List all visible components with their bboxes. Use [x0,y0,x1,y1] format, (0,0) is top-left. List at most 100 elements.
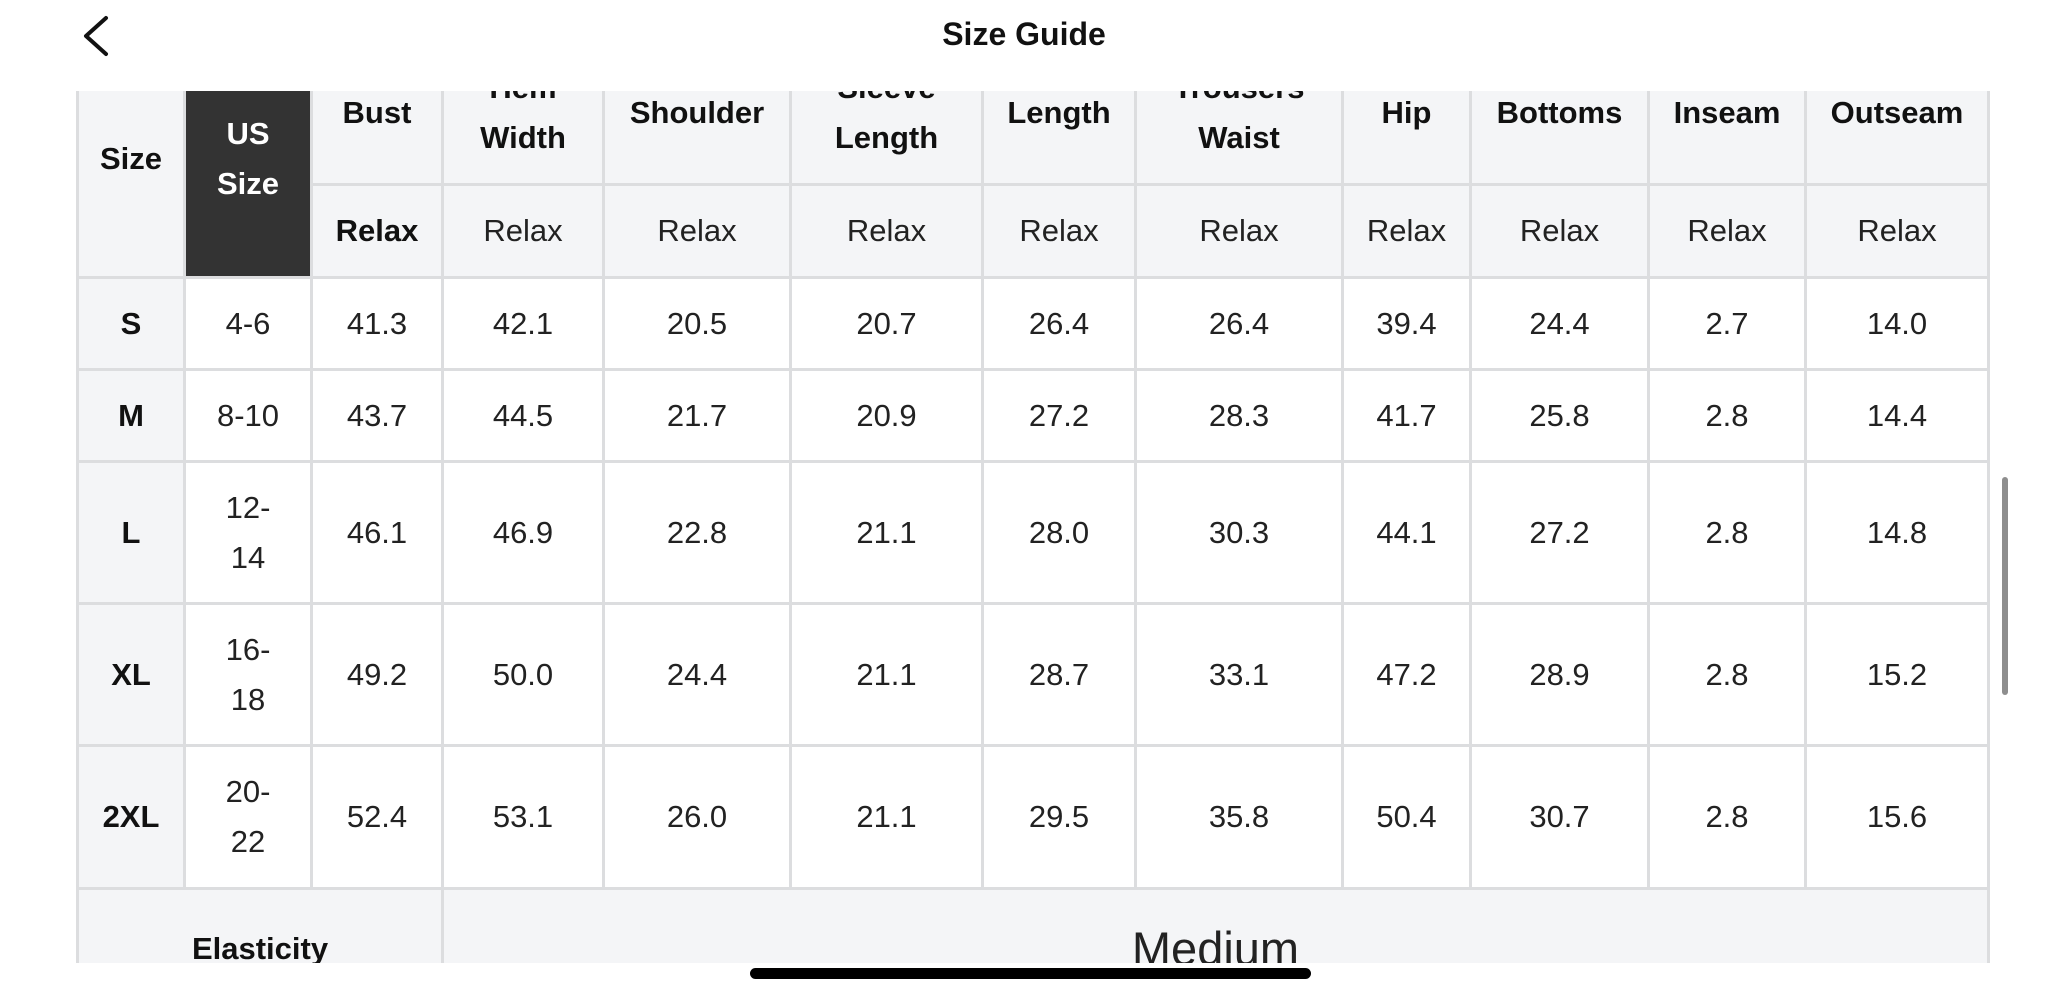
measurement: 41.7 [1341,368,1472,463]
column-header: Size [76,91,186,279]
measurement: 21.1 [789,602,984,747]
measurement: 2.7 [1647,276,1807,371]
us-size-cell: 8-10 [183,368,313,463]
home-indicator [750,968,1311,979]
column-header: Outseam [1804,91,1990,186]
measurement: 14.4 [1804,368,1990,463]
size-row: 2XL 20-22 52.4 53.1 26.0 21.1 29.5 35.8 50.4 30.7… [76,744,1990,890]
measurement: 53.1 [441,744,605,890]
fit-label: Relax [1647,183,1807,279]
measurement: 49.2 [310,602,444,747]
elasticity-label: Elasticity [76,887,444,963]
measurement: 30.3 [1134,460,1344,605]
measurement: 21.7 [602,368,792,463]
column-header: Length [981,91,1137,186]
measurement: 46.9 [441,460,605,605]
us-size-text: 20-22 [225,774,271,859]
size-row: XL 16-18 49.2 50.0 24.4 21.1 28.7 33.1 47.2 28.9 2… [76,602,1990,747]
back-button[interactable] [78,14,114,58]
scrollbar [2002,477,2008,695]
size-row: M 8-10 43.7 44.5 21.7 20.9 27.2 28.3 41.7 25.8 2.8… [76,368,1990,463]
size-label: M [76,368,186,463]
size-label: XL [76,602,186,747]
column-header: Bottoms [1469,91,1650,186]
measurement: 20.5 [602,276,792,371]
measurement: 20.7 [789,276,984,371]
measurement: 14.0 [1804,276,1990,371]
us-size-text: 8-10 [216,397,280,433]
size-row: S 4-6 41.3 42.1 20.5 20.7 26.4 26.4 39.4 24.4 2.7 1… [76,276,1990,371]
measurement: 27.2 [1469,460,1650,605]
us-size-cell: 16-18 [183,602,313,747]
size-label: L [76,460,186,605]
measurement: 52.4 [310,744,444,890]
column-header: Hip [1341,91,1472,186]
measurement: 20.9 [789,368,984,463]
measurement: 43.7 [310,368,444,463]
measurement: 50.0 [441,602,605,747]
measurement: 29.5 [981,744,1137,890]
measurement: 28.9 [1469,602,1650,747]
measurement: 28.7 [981,602,1137,747]
column-header: Sleeve Length [789,91,984,186]
measurement: 27.2 [981,368,1137,463]
fit-label: Relax [1341,183,1472,279]
column-header: Hem Width [441,91,605,186]
elasticity-value: Medium [441,887,1990,963]
size-label: S [76,276,186,371]
size-label: 2XL [76,744,186,890]
measurement: 2.8 [1647,744,1807,890]
measurement: 24.4 [602,602,792,747]
measurement: 28.3 [1134,368,1344,463]
fit-label: Relax [1134,183,1344,279]
column-header: US Size [183,91,313,279]
measurement: 24.4 [1469,276,1650,371]
measurement: 33.1 [1134,602,1344,747]
measurement: 15.6 [1804,744,1990,890]
measurement: 25.8 [1469,368,1650,463]
measurement: 28.0 [981,460,1137,605]
measurement: 44.5 [441,368,605,463]
fit-label: Relax [1804,183,1990,279]
measurement: 21.1 [789,460,984,605]
fit-label: Relax [310,183,444,279]
us-size-text: 4-6 [225,305,271,341]
measurement: 14.8 [1804,460,1990,605]
measurement: 21.1 [789,744,984,890]
measurement: 26.4 [981,276,1137,371]
measurement: 2.8 [1647,602,1807,747]
measurement: 39.4 [1341,276,1472,371]
us-size-cell: 12-14 [183,460,313,605]
measurement: 42.1 [441,276,605,371]
measurement: 26.0 [602,744,792,890]
measurement: 41.3 [310,276,444,371]
measurement: 46.1 [310,460,444,605]
size-row: L 12-14 46.1 46.9 22.8 21.1 28.0 30.3 44.1 27.2 2.… [76,460,1990,605]
measurement: 35.8 [1134,744,1344,890]
us-size-cell: 4-6 [183,276,313,371]
fit-label: Relax [602,183,792,279]
measurement: 50.4 [1341,744,1472,890]
measurement: 26.4 [1134,276,1344,371]
measurement: 2.8 [1647,460,1807,605]
us-size-text: 12-14 [225,489,271,575]
measurement: 22.8 [602,460,792,605]
measurement: 30.7 [1469,744,1650,890]
measurement: 2.8 [1647,368,1807,463]
elasticity-row: Elasticity Medium [76,887,1990,963]
column-header: Bust [310,91,444,186]
page-title: Size Guide [942,16,1106,52]
fit-label: Relax [981,183,1137,279]
us-size-text: 16-18 [225,631,271,717]
us-size-cell: 20-22 [183,744,313,890]
measurement: 47.2 [1341,602,1472,747]
fit-label: Relax [441,183,605,279]
measurement: 15.2 [1804,602,1990,747]
column-header: Trousers Waist [1134,91,1344,186]
column-header: Shoulder [602,91,792,186]
fit-row: Relax Relax Relax Relax Relax Relax Relax Relax… [78,183,1990,279]
